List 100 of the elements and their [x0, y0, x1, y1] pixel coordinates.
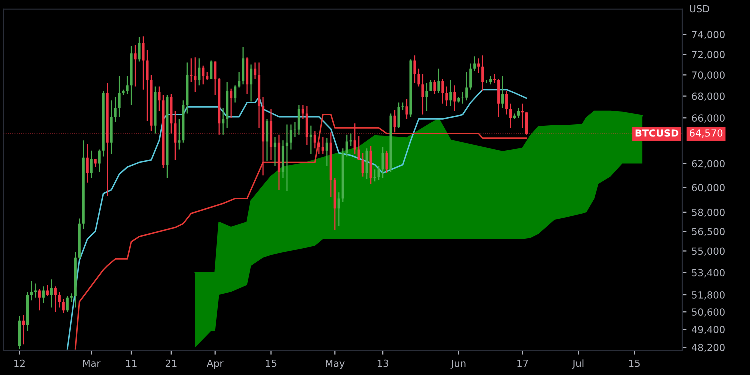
- candlestick: [50, 279, 53, 308]
- x-tick-label: 15: [266, 360, 277, 368]
- x-tick-label: 13: [378, 360, 388, 368]
- y-tick-label: 51,800: [692, 291, 725, 300]
- candlestick: [238, 71, 241, 88]
- candlestick: [86, 143, 89, 184]
- x-tick-label: 15: [629, 360, 640, 368]
- candlestick: [378, 166, 380, 181]
- candlestick: [202, 65, 205, 86]
- x-tick-label: Jul: [572, 360, 584, 369]
- candlestick: [502, 76, 504, 109]
- candlestick: [142, 36, 145, 90]
- x-tick-label: 11: [126, 360, 137, 368]
- candlestick: [518, 108, 520, 119]
- candlestick: [250, 64, 253, 102]
- candlestick: [194, 57, 197, 93]
- y-tick-label: 74,000: [692, 31, 725, 40]
- candlestick: [222, 108, 225, 136]
- candlestick: [326, 138, 328, 167]
- candlestick: [521, 103, 524, 129]
- candlestick: [38, 288, 41, 312]
- candlestick: [346, 134, 348, 158]
- y-tick-label: 58,000: [692, 208, 725, 218]
- candlestick: [434, 80, 436, 95]
- candlestick: [318, 141, 320, 155]
- x-tick-label: Jun: [450, 360, 466, 369]
- candlestick: [98, 149, 101, 173]
- candlestick: [290, 124, 293, 150]
- candlestick: [430, 80, 432, 92]
- candlestick: [382, 146, 384, 179]
- candlestick: [482, 55, 484, 92]
- y-tick-label: 66,000: [692, 114, 725, 123]
- candlestick: [366, 148, 368, 180]
- candlestick: [66, 296, 69, 313]
- candlestick: [478, 58, 480, 74]
- x-tick-label: 21: [166, 360, 177, 368]
- candlestick: [190, 58, 193, 84]
- candlestick: [510, 103, 512, 129]
- y-tick-label: 70,000: [692, 72, 725, 80]
- candlestick: [322, 136, 324, 155]
- candlestick: [286, 124, 289, 192]
- candlestick: [58, 292, 61, 308]
- y-tick-label: 50,600: [692, 308, 725, 317]
- candlestick: [450, 80, 452, 107]
- candlestick: [214, 61, 217, 96]
- candlestick: [254, 62, 257, 80]
- x-tick-label: 12: [14, 360, 25, 368]
- candlestick: [46, 284, 49, 297]
- candlestick: [158, 86, 161, 112]
- y-tick-label: 68,000: [692, 92, 725, 102]
- candlestick: [498, 78, 500, 118]
- candlestick: [414, 55, 416, 84]
- candlestick: [386, 150, 388, 174]
- candlestick: [266, 118, 269, 162]
- candlestick: [406, 98, 408, 120]
- y-tick-label: 62,000: [692, 160, 725, 169]
- candlestick: [338, 192, 340, 227]
- x-tick-label: 17: [518, 360, 528, 368]
- candlestick: [470, 63, 472, 90]
- candlestick: [422, 74, 424, 116]
- y-tick-label: 60,000: [692, 184, 725, 193]
- candlestick: [90, 150, 93, 179]
- candlestick: [494, 74, 496, 84]
- y-tick-label: 48,200: [692, 344, 725, 352]
- candlestick: [358, 135, 360, 161]
- x-tick-label: Mar: [83, 360, 101, 368]
- candlestick: [394, 110, 396, 134]
- y-tick-label: 53,400: [692, 269, 725, 278]
- candlestick: [62, 298, 65, 314]
- candlestick: [234, 85, 237, 104]
- candlestick: [426, 82, 428, 112]
- y-axis-title: USD: [690, 5, 710, 13]
- y-tick-label: 72,000: [692, 51, 725, 60]
- candlestick: [30, 280, 33, 302]
- candlestick: [398, 102, 400, 129]
- y-tick-label: 49,400: [692, 326, 725, 334]
- ref-line-label: BTCUSD: [636, 130, 679, 137]
- candlestick: [298, 104, 301, 136]
- candlestick: [446, 86, 448, 107]
- candlestick: [178, 118, 181, 150]
- candlestick: [466, 71, 468, 102]
- candlestick: [418, 68, 420, 88]
- candlestick: [134, 44, 137, 88]
- candlestick: [42, 286, 45, 304]
- candlestick: [274, 136, 277, 167]
- candlestick: [362, 152, 364, 178]
- candlestick: [198, 58, 201, 86]
- candlestick: [242, 46, 245, 86]
- x-tick-label: May: [326, 360, 345, 370]
- candlestick: [54, 286, 57, 313]
- y-tick-label: 55,000: [692, 248, 725, 256]
- candlestick: [230, 88, 233, 119]
- candlestick: [454, 85, 456, 112]
- x-tick-label: Apr: [207, 360, 224, 370]
- candlestick: [146, 50, 149, 122]
- candlestick: [442, 78, 444, 104]
- candlestick: [210, 60, 213, 80]
- y-tick-label: 56,500: [692, 228, 725, 236]
- candlestick: [474, 56, 476, 72]
- candlestick: [126, 76, 129, 95]
